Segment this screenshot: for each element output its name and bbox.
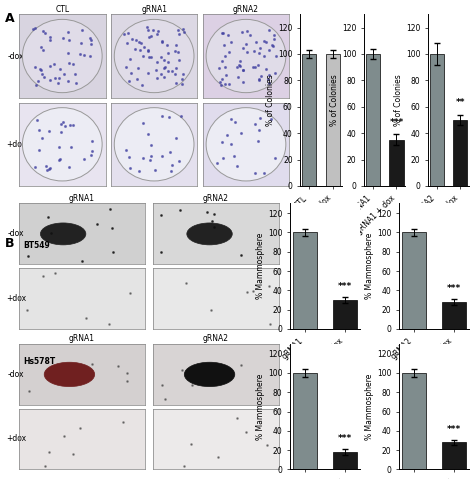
Y-axis label: -dox: -dox [8,370,25,379]
Circle shape [184,362,235,387]
Point [292,189,300,197]
Point [157,159,164,166]
Point [406,1,413,9]
Y-axis label: +dox: +dox [6,294,26,303]
Text: BT549: BT549 [24,241,50,250]
Title: gRNA2: gRNA2 [203,334,229,343]
Circle shape [40,223,86,245]
Ellipse shape [114,108,194,181]
Bar [453,120,467,186]
Bar [402,232,426,329]
Ellipse shape [114,19,194,92]
Bar [366,54,380,186]
Bar [442,443,466,469]
Y-axis label: % of Colonies: % of Colonies [266,74,275,126]
Y-axis label: +dox: +dox [6,140,26,149]
Bar [402,373,426,469]
Title: gRNA1: gRNA1 [69,194,95,203]
Bar [326,54,340,186]
Title: gRNA1: gRNA1 [141,5,167,13]
Ellipse shape [206,108,286,181]
Text: ***: *** [447,284,461,293]
Ellipse shape [22,108,102,181]
Circle shape [44,362,95,387]
Point [173,246,180,254]
Point [320,318,328,325]
Bar [430,54,444,186]
Point [283,120,290,128]
Title: CTL: CTL [55,5,69,13]
Bar [333,452,357,469]
Text: **: ** [456,98,465,107]
Text: ***: *** [389,117,403,126]
Y-axis label: -dox: -dox [8,52,25,60]
Text: Hs578T: Hs578T [24,357,56,366]
Y-axis label: % Mammosphere: % Mammosphere [365,374,374,440]
Title: gRNA2: gRNA2 [203,194,229,203]
Bar [390,140,403,186]
Point [312,402,320,410]
Title: gRNA2: gRNA2 [233,5,259,13]
Y-axis label: % Mammosphere: % Mammosphere [365,233,374,299]
Bar [442,302,466,329]
Bar [293,373,317,469]
Title: gRNA1: gRNA1 [69,334,95,343]
Ellipse shape [22,19,102,92]
Y-axis label: % Mammosphere: % Mammosphere [256,374,265,440]
Text: ***: *** [447,425,461,433]
Text: ***: *** [338,282,352,291]
Bar [333,300,357,329]
Y-axis label: +dox: +dox [6,434,26,444]
Y-axis label: -dox: -dox [8,229,25,239]
Bar [293,232,317,329]
Y-axis label: % of Colonies: % of Colonies [330,74,339,126]
Y-axis label: % Mammosphere: % Mammosphere [256,233,265,299]
Y-axis label: % of Colonies: % of Colonies [394,74,403,126]
Bar [302,54,316,186]
Point [351,273,358,280]
Text: B: B [5,237,14,250]
Text: A: A [5,12,14,25]
Text: ***: *** [338,434,352,444]
Ellipse shape [206,19,286,92]
Point [151,125,158,133]
Circle shape [187,223,232,245]
